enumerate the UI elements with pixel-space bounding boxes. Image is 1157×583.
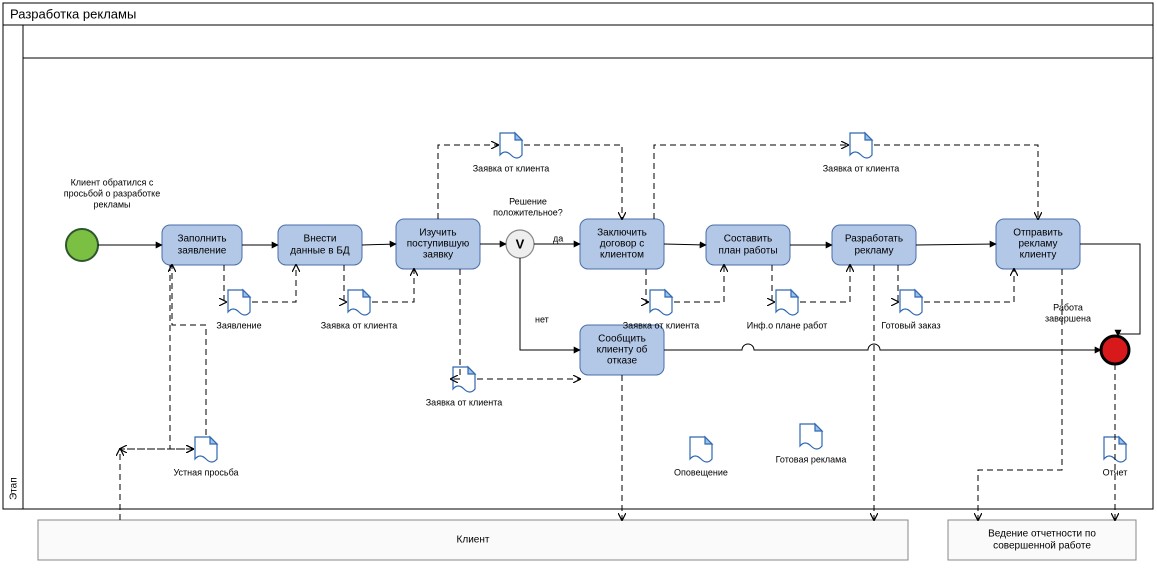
task-t6: Разработатьрекламу [832, 225, 916, 265]
svg-text:Ведение отчетности по: Ведение отчетности по [988, 529, 1096, 540]
task-t1: Заполнитьзаявление [162, 225, 242, 265]
svg-text:поступившую: поступившую [407, 239, 470, 250]
data-object-d10: Оповещение [674, 437, 728, 477]
svg-text:Инф.о плане работ: Инф.о плане работ [747, 320, 828, 330]
gateway: V Решение положительное? [493, 196, 563, 258]
svg-text:Клиент: Клиент [457, 535, 490, 546]
svg-text:Сообщить: Сообщить [598, 333, 646, 345]
svg-text:данные в БД: данные в БД [290, 246, 350, 257]
svg-text:рекламу: рекламу [855, 246, 894, 257]
svg-text:завершена: завершена [1045, 313, 1091, 323]
data-object-d11: Готовая реклама [776, 424, 847, 464]
task-t2: Внестиданные в БД [278, 225, 362, 265]
svg-text:Заявка от клиента: Заявка от клиента [473, 163, 550, 173]
svg-text:Составить: Составить [724, 234, 773, 245]
start-event: Клиент обратился с просьбой о разработке… [64, 177, 160, 261]
svg-text:отказе: отказе [607, 356, 637, 367]
data-object-d8: Заявка от клиента [823, 133, 900, 173]
svg-text:заявление: заявление [178, 246, 227, 257]
svg-text:заявку: заявку [423, 250, 453, 261]
svg-text:договор с: договор с [600, 239, 645, 250]
svg-text:Решение: Решение [509, 196, 547, 206]
svg-text:Работа: Работа [1053, 302, 1083, 312]
svg-text:клиенту: клиенту [1020, 250, 1057, 261]
svg-text:Готовый заказ: Готовый заказ [881, 320, 940, 330]
svg-text:Заявление: Заявление [216, 320, 261, 330]
data-object-d6: Инф.о плане работ [747, 290, 828, 330]
svg-text:клиентом: клиентом [600, 250, 644, 261]
svg-text:рекламы: рекламы [94, 199, 131, 209]
svg-text:Готовая реклама: Готовая реклама [776, 454, 847, 464]
svg-text:Заявка от клиента: Заявка от клиента [823, 163, 900, 173]
svg-text:положительное?: положительное? [493, 207, 563, 217]
edge-label-yes: да [553, 233, 563, 243]
message-flows [120, 265, 1115, 520]
data-object-d9: Устная просьба [173, 437, 238, 477]
lane-title: Этап [9, 477, 20, 500]
svg-text:Заполнить: Заполнить [177, 234, 226, 245]
svg-text:Изучить: Изучить [419, 228, 456, 239]
svg-text:рекламу: рекламу [1019, 239, 1058, 250]
participants: Клиент Ведение отчетности посовершенной р… [38, 520, 1136, 560]
end-event: Работа завершена [1045, 302, 1129, 364]
svg-text:V: V [516, 236, 525, 251]
edge-label-no: нет [535, 314, 549, 324]
task-t5: Составитьплан работы [706, 225, 790, 265]
data-objects: Заявление Заявка от клиента Заявка от клие… [173, 133, 1127, 477]
svg-text:Оповещение: Оповещение [674, 467, 728, 477]
pool-title: Разработка рекламы [10, 6, 136, 21]
bpmn-diagram: Разработка рекламы Этап Клиент обратился… [0, 0, 1157, 583]
data-object-d3: Заявка от клиента [473, 133, 550, 173]
task-t3: Изучитьпоступившуюзаявку [396, 219, 480, 269]
svg-text:Заявка от клиента: Заявка от клиента [321, 320, 398, 330]
svg-text:Заявка от клиента: Заявка от клиента [426, 397, 503, 407]
svg-text:Внести: Внести [304, 234, 337, 245]
svg-text:совершенной работе: совершенной работе [993, 540, 1091, 552]
svg-text:план работы: план работы [718, 245, 777, 257]
svg-text:клиенту об: клиенту об [597, 344, 648, 356]
task-t7: Отправитьрекламуклиенту [996, 219, 1080, 269]
svg-text:Заявка от клиента: Заявка от клиента [623, 320, 700, 330]
svg-text:Отправить: Отправить [1013, 228, 1063, 239]
task-t8: Сообщитьклиенту оботказе [580, 325, 664, 375]
svg-text:Разработать: Разработать [845, 233, 903, 245]
svg-text:просьбой о разработке: просьбой о разработке [64, 188, 160, 198]
task-t4: Заключитьдоговор склиентом [580, 219, 664, 269]
svg-text:Клиент обратился с: Клиент обратился с [71, 177, 154, 187]
data-object-d2: Заявка от клиента [321, 290, 398, 330]
svg-text:Заключить: Заключить [597, 228, 647, 239]
data-object-d4: Заявка от клиента [426, 367, 503, 407]
data-object-d5: Заявка от клиента [623, 290, 700, 330]
data-object-d1: Заявление [216, 290, 261, 330]
data-object-d7: Готовый заказ [881, 290, 940, 330]
svg-text:Устная просьба: Устная просьба [173, 467, 238, 477]
